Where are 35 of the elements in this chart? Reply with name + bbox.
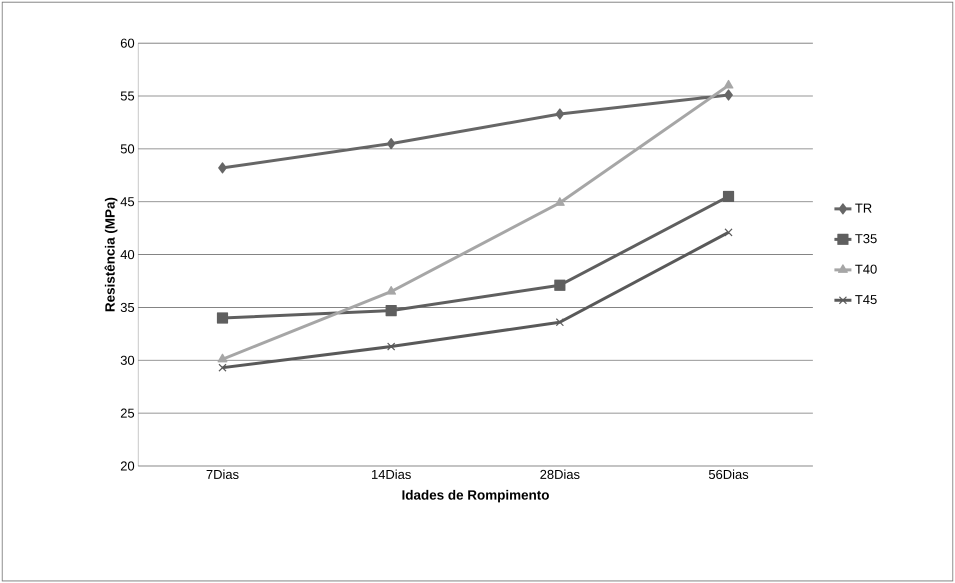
y-tick-label: 50: [120, 144, 134, 154]
x-axis-title: Idades de Rompimento: [402, 490, 549, 502]
point: [218, 354, 228, 362]
point: [556, 318, 564, 326]
point: [556, 108, 564, 120]
y-tick-label: 20: [120, 461, 134, 471]
y-tick-label: 40: [120, 250, 134, 260]
x-tick-label: 7Dias: [206, 469, 239, 479]
y-tick-label: 35: [120, 302, 134, 312]
y-tick-label: 60: [120, 38, 134, 48]
y-tick-label: 30: [120, 356, 134, 365]
point: [724, 80, 734, 88]
legend-label: T45: [855, 295, 877, 304]
y-tick-label: 45: [120, 197, 134, 206]
point: [724, 228, 733, 236]
x-tick-label: 28Dias: [540, 469, 580, 479]
x-tick-label: 14Dias: [372, 469, 411, 479]
point: [218, 363, 227, 372]
point: [554, 280, 566, 291]
point: [386, 138, 396, 150]
y-axis-title: Resistência (MPa): [104, 198, 118, 312]
y-tick-label: 25: [120, 408, 134, 418]
legend-label: T35: [855, 234, 877, 244]
point: [386, 304, 397, 316]
x-tick-label: 56Dias: [708, 469, 748, 479]
point: [724, 89, 733, 100]
legend-label: TR: [855, 204, 872, 213]
point: [554, 197, 565, 206]
point: [216, 312, 228, 324]
point: [387, 342, 396, 351]
point: [722, 190, 734, 202]
legend-label: T40: [855, 264, 877, 274]
y-tick-label: 55: [120, 91, 134, 100]
point: [218, 162, 227, 174]
point: [386, 286, 396, 295]
